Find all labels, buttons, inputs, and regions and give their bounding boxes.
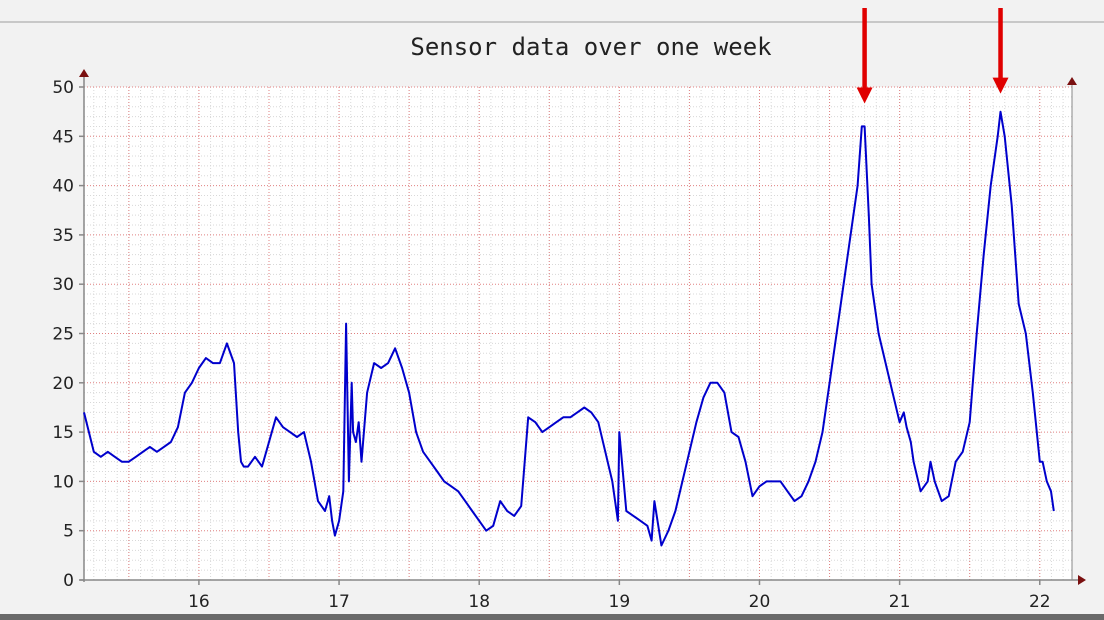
y-tick-label: 35 xyxy=(52,226,74,246)
x-tick-label: 22 xyxy=(1029,592,1051,612)
sensor-data-line xyxy=(83,110,1055,547)
axes: 0 5 10 15 20 25 30 35 40 45 50 16 17 18 19 20 21 22 xyxy=(52,69,1086,612)
x-tick-label: 20 xyxy=(749,592,771,612)
y-tick-label: 5 xyxy=(63,522,74,542)
x-tick-label: 17 xyxy=(328,592,350,612)
y-tick-label: 20 xyxy=(52,374,74,394)
y-tick-label: 10 xyxy=(52,472,74,492)
y-tick-label: 30 xyxy=(52,275,74,295)
chart-title: Sensor data over one week xyxy=(410,33,772,61)
x-tick-label: 18 xyxy=(468,592,490,612)
y-tick-label: 45 xyxy=(52,127,74,147)
peak-arrow-head xyxy=(856,87,873,104)
y-tick-label: 0 xyxy=(63,571,74,591)
series-layer xyxy=(83,110,1055,547)
y-tick-label: 40 xyxy=(52,177,74,197)
top-separator xyxy=(0,21,1104,23)
right-axis-arrowhead xyxy=(1067,77,1077,85)
plot-area xyxy=(84,87,1072,580)
y-axis-arrowhead xyxy=(79,69,89,77)
x-tick-label: 19 xyxy=(609,592,631,612)
x-tick-label: 16 xyxy=(188,592,210,612)
peak-arrow-head xyxy=(992,77,1009,94)
annotations xyxy=(856,8,1009,104)
bottom-separator xyxy=(0,614,1104,620)
y-tick-label: 50 xyxy=(52,78,74,98)
x-tick-label: 21 xyxy=(889,592,911,612)
grid xyxy=(84,86,1072,580)
y-tick-label: 15 xyxy=(52,423,74,443)
x-axis-arrowhead xyxy=(1078,575,1086,585)
y-tick-label: 25 xyxy=(52,325,74,345)
